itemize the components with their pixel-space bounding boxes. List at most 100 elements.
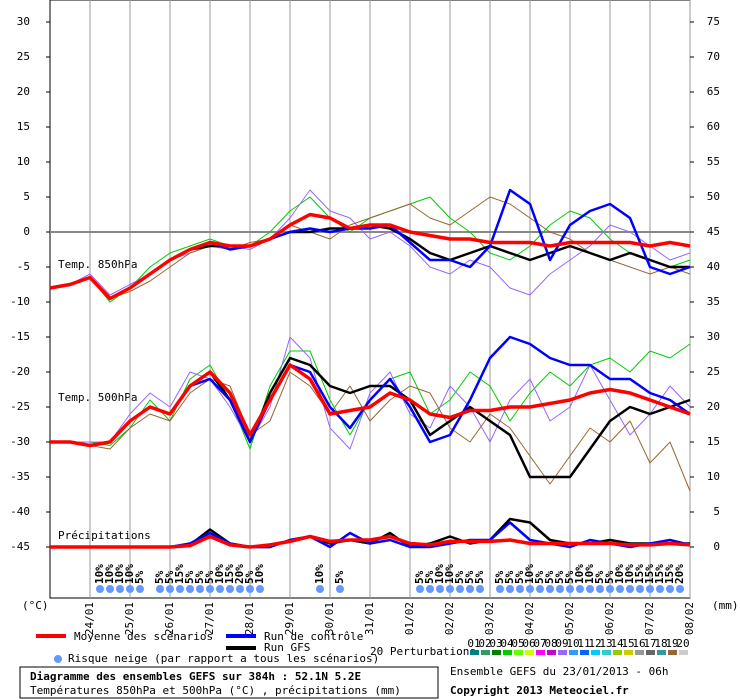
y2-tick-label: 15 — [707, 435, 720, 448]
snow-icon — [506, 585, 514, 593]
snow-icon — [526, 585, 534, 593]
y-tick-label: 30 — [17, 15, 30, 28]
snow-risk-label: 10% — [573, 564, 586, 584]
y2-tick-label: 65 — [707, 85, 720, 98]
y-axis-label: (°C) — [22, 599, 49, 612]
snow-icon — [566, 585, 574, 593]
footer-copyright: Copyright 2013 Meteociel.fr — [450, 684, 629, 697]
y-tick-label: -40 — [10, 505, 30, 518]
y2-axis-label: (mm) — [712, 599, 739, 612]
y2-tick-label: 45 — [707, 225, 720, 238]
snow-risk-label: 10% — [313, 564, 326, 584]
snow-risk-label: 20% — [233, 564, 246, 584]
snow-risk-label: 10% — [623, 564, 636, 584]
snow-risk-label: 5% — [153, 570, 166, 584]
snow-icon — [446, 585, 454, 593]
perturbation-number: 09 — [555, 637, 568, 650]
snow-icon — [456, 585, 464, 593]
legend-label: Moyenne des scénarios — [74, 630, 213, 643]
annotation: Temp. 850hPa — [58, 258, 137, 271]
perturbation-number: 04 — [500, 637, 514, 650]
legend-label: Run de contrôle — [264, 630, 363, 643]
perturbation-number: 10 — [566, 637, 579, 650]
y-tick-label: 25 — [17, 50, 30, 63]
snow-icon — [176, 585, 184, 593]
perturbation-number: 14 — [610, 637, 624, 650]
snow-icon — [106, 585, 114, 593]
snow-risk-label: 10% — [443, 564, 456, 584]
snow-icon — [576, 585, 584, 593]
perturbation-swatch — [470, 650, 479, 655]
perturbation-number: 12 — [588, 637, 601, 650]
snow-risk-label: 5% — [533, 570, 546, 584]
snow-risk-label: 10% — [613, 564, 626, 584]
perturbation-number: 11 — [577, 637, 590, 650]
perturbation-number: 20 — [676, 637, 689, 650]
y2-tick-label: 70 — [707, 50, 720, 63]
y2-tick-label: 55 — [707, 155, 720, 168]
annotation: Précipitations — [58, 529, 151, 542]
snow-risk-label: 10% — [113, 564, 126, 584]
snow-risk-label: 5% — [603, 570, 616, 584]
perturbation-number: 01 — [467, 637, 480, 650]
snow-risk-label: 5% — [543, 570, 556, 584]
snow-icon — [96, 585, 104, 593]
snow-risk-label: 10% — [213, 564, 226, 584]
snow-risk-label: 5% — [183, 570, 196, 584]
snow-icon — [136, 585, 144, 593]
snow-icon — [196, 585, 204, 593]
snow-icon — [246, 585, 254, 593]
snow-risk-label: 5% — [503, 570, 516, 584]
perturbation-line — [50, 336, 691, 450]
snow-risk-label: 5% — [243, 570, 256, 584]
perturbation-swatch — [668, 650, 677, 655]
snow-icon — [116, 585, 124, 593]
x-tick-label: 07/02 — [643, 602, 656, 635]
perturbation-number: 19 — [665, 637, 678, 650]
snow-risk-label: 5% — [453, 570, 466, 584]
snow-risk-label: 10% — [103, 564, 116, 584]
y-tick-label: -10 — [10, 295, 30, 308]
x-tick-label: 08/02 — [683, 602, 696, 635]
perturbation-swatch — [602, 650, 611, 655]
perturbation-line — [50, 371, 691, 492]
perturbation-swatch — [481, 650, 490, 655]
snow-icon — [476, 585, 484, 593]
x-tick-label: 05/02 — [563, 602, 576, 635]
y-tick-label: 15 — [17, 120, 30, 133]
y2-tick-label: 5 — [713, 505, 720, 518]
footer-title: Diagramme des ensembles GEFS sur 384h : … — [30, 670, 361, 683]
snow-risk-label: 10% — [523, 564, 536, 584]
snow-risk-label: 5% — [413, 570, 426, 584]
y-tick-label: -30 — [10, 435, 30, 448]
snow-risk-label: 10% — [93, 564, 106, 584]
perturbation-swatch — [536, 650, 545, 655]
snow-icon — [666, 585, 674, 593]
snow-risk-label: 20% — [673, 564, 686, 584]
perturbation-number: 17 — [643, 637, 656, 650]
snow-risk-label: 10% — [253, 564, 266, 584]
perturbation-swatch — [569, 650, 578, 655]
perturbation-swatch — [492, 650, 501, 655]
footer-subtitle: Températures 850hPa et 500hPa (°C) , pré… — [30, 684, 401, 697]
snow-risk-label: 15% — [653, 564, 666, 584]
y-tick-label: -5 — [17, 260, 30, 273]
snow-risk-label: 5% — [133, 570, 146, 584]
perturbation-swatch — [525, 650, 534, 655]
y2-tick-label: 0 — [713, 540, 720, 553]
snow-risk-label: 15% — [173, 564, 186, 584]
snow-icon — [216, 585, 224, 593]
snow-risk-label: 5% — [203, 570, 216, 584]
y2-tick-label: 25 — [707, 365, 720, 378]
y-tick-label: -20 — [10, 365, 30, 378]
perturbation-swatch — [635, 650, 644, 655]
y2-tick-label: 75 — [707, 15, 720, 28]
snow-icon — [516, 585, 524, 593]
snow-risk-label: 5% — [493, 570, 506, 584]
x-tick-label: 04/02 — [523, 602, 536, 635]
snow-icon — [156, 585, 164, 593]
perturbation-number: 07 — [533, 637, 546, 650]
y2-tick-label: 40 — [707, 260, 720, 273]
run-line — [50, 534, 691, 549]
